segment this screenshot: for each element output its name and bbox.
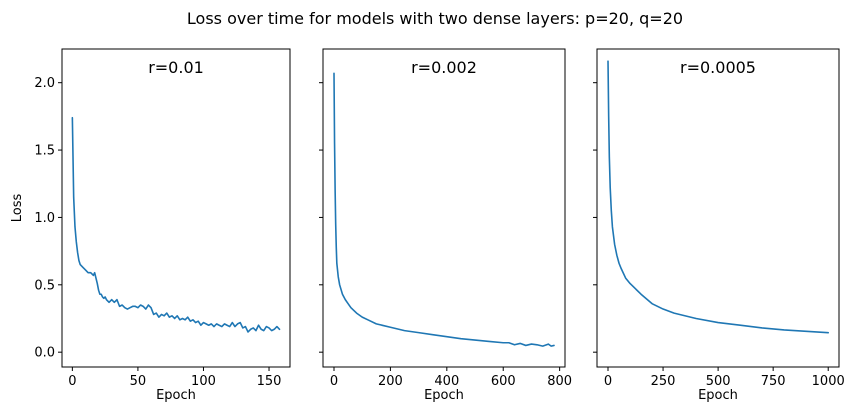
- loss-line-2: [333, 72, 555, 347]
- y-tick-label: 2.0: [34, 76, 55, 91]
- x-tick-label: 250: [651, 374, 676, 389]
- x-tick-label: 100: [191, 374, 216, 389]
- x-tick-label: 200: [378, 374, 403, 389]
- panel-3: 0 250 500 750 1000 r=0.0005 Epoch: [593, 48, 845, 403]
- panel-2: 0 200 400 600 800 r=0.002 Epoch: [319, 48, 572, 403]
- x-tick-label: 0: [68, 374, 76, 389]
- x-axis-label: Epoch: [156, 388, 196, 403]
- x-tick-label: 800: [547, 374, 572, 389]
- loss-line-3: [607, 60, 830, 334]
- y-tick-label: 0.5: [34, 278, 55, 293]
- panel-1: 0 50 100 150 0.0 0.5 1.0 1.5 2.0 r=0.01 Epoch Loss: [10, 48, 291, 403]
- y-tick-label: 1.0: [34, 211, 55, 226]
- x-axis-label: Epoch: [698, 388, 738, 403]
- panel-title: r=0.01: [148, 58, 204, 77]
- plot-frame: [61, 48, 291, 368]
- loss-line-1: [71, 116, 281, 333]
- x-tick-label: 50: [130, 374, 147, 389]
- x-tick-label: 0: [604, 374, 612, 389]
- y-tick-label: 1.5: [34, 144, 55, 159]
- y-tick-label: 0.0: [34, 346, 55, 361]
- x-tick-label: 500: [706, 374, 731, 389]
- x-tick-label: 0: [330, 374, 338, 389]
- panel-title: r=0.0005: [680, 58, 756, 77]
- plot-frame: [322, 48, 566, 368]
- figure-title: Loss over time for models with two dense…: [187, 9, 683, 28]
- x-tick-label: 600: [491, 374, 516, 389]
- x-tick-label: 150: [257, 374, 282, 389]
- x-tick-label: 750: [761, 374, 786, 389]
- x-tick-label: 400: [434, 374, 459, 389]
- plot-frame: [596, 48, 840, 368]
- x-tick-label: 1000: [812, 374, 845, 389]
- x-axis-label: Epoch: [424, 388, 464, 403]
- panel-title: r=0.002: [411, 58, 477, 77]
- y-axis-label: Loss: [10, 194, 25, 223]
- panels: 0 50 100 1500.00.51.01.52.0r=0.01EpochLoss0…: [10, 48, 845, 403]
